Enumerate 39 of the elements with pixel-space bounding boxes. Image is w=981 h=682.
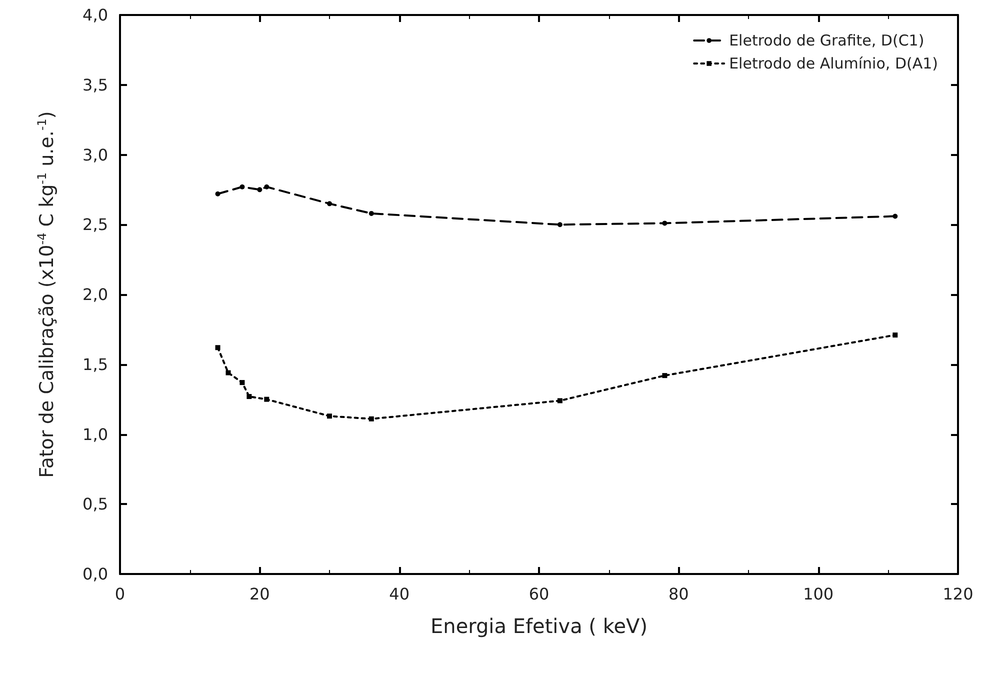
point — [892, 332, 898, 338]
point — [240, 184, 245, 190]
x-tick-label: 0 — [114, 584, 126, 604]
x-axis-title: Energia Efetiva ( keV) — [430, 614, 648, 638]
point — [215, 191, 220, 196]
y-tick-label: 4,0 — [82, 6, 108, 24]
point — [226, 370, 231, 376]
point — [264, 184, 270, 190]
point — [240, 380, 245, 386]
point — [557, 398, 562, 404]
point — [246, 394, 252, 400]
y-tick-label: 0,5 — [82, 494, 108, 514]
point — [662, 373, 668, 378]
y-tick-label: 1,5 — [82, 354, 108, 374]
point — [662, 220, 668, 226]
y-tick-label: 3,0 — [82, 145, 108, 164]
x-tick-label: 80 — [668, 584, 689, 604]
point — [215, 345, 220, 350]
y-tick-label: 1,0 — [82, 424, 108, 444]
y-axis-title: Fator de Calibração (x10-4 C kg-1 u.e.-1) — [35, 111, 58, 478]
point — [892, 214, 898, 219]
y-tick-label: 3,5 — [82, 75, 108, 94]
x-tick-label: 60 — [528, 584, 550, 604]
y-tick-label: 2,5 — [82, 215, 108, 234]
legend-label: Eletrodo de Alumínio, D(A1) — [729, 54, 938, 72]
point — [557, 222, 562, 228]
x-tick-label: 20 — [249, 584, 270, 604]
x-tick-label: 120 — [942, 584, 974, 604]
point — [264, 396, 270, 402]
y-tick-label: 0,0 — [82, 564, 108, 584]
point — [368, 416, 374, 422]
x-tick-label: 40 — [389, 584, 410, 604]
point — [327, 201, 332, 206]
y-tick-label: 2,0 — [82, 285, 108, 304]
point — [368, 210, 374, 216]
point — [257, 187, 262, 192]
point — [327, 414, 332, 419]
legend-label: Eletrodo de Grafite, D(C1) — [729, 32, 924, 50]
x-tick-label: 100 — [803, 584, 834, 604]
